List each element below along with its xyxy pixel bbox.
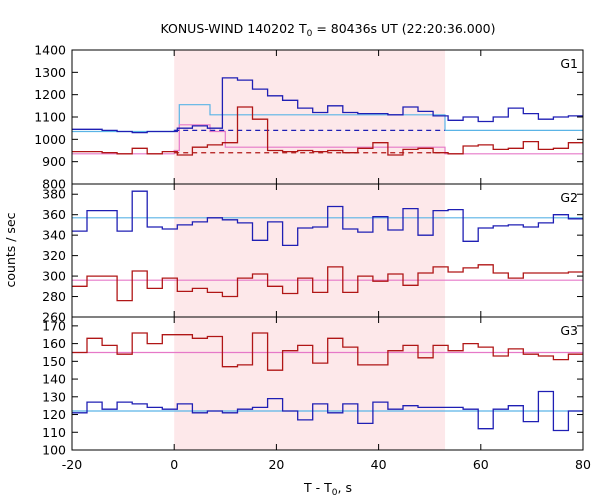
data-layer bbox=[72, 77, 583, 432]
x-tick-label: 40 bbox=[371, 457, 387, 472]
series-g1-0 bbox=[72, 77, 583, 134]
y-tick-label-g3: 120 bbox=[42, 407, 66, 422]
y-tick-label-g2: 360 bbox=[42, 207, 66, 222]
y-tick-label-g2: 300 bbox=[42, 269, 66, 284]
chart-title-main: KONUS-WIND 140202 T bbox=[160, 21, 306, 36]
series-g3-0 bbox=[72, 332, 583, 371]
y-tick-label-g3: 150 bbox=[42, 354, 66, 369]
x-axis-label-rest: , s bbox=[338, 480, 352, 495]
y-tick-label-g3: 100 bbox=[42, 443, 66, 458]
y-tick-label-g2: 340 bbox=[42, 228, 66, 243]
y-axis-label: counts / sec bbox=[3, 212, 18, 287]
y-tick-label-g3: 140 bbox=[42, 372, 66, 387]
x-tick-label: 20 bbox=[268, 457, 284, 472]
y-tick-label-g1: 900 bbox=[42, 154, 66, 169]
chart-title-subscript: 0 bbox=[307, 29, 313, 39]
chart-title-rest: = 80436s UT (22:20:36.000) bbox=[312, 21, 495, 36]
series-g3-1 bbox=[72, 390, 583, 432]
y-tick-label-g1: 1000 bbox=[34, 132, 66, 147]
panel-g1-data bbox=[72, 77, 583, 156]
series-g2-0 bbox=[72, 190, 583, 247]
y-tick-label-g2: 380 bbox=[42, 187, 66, 202]
x-axis-label: T - T0, s bbox=[303, 480, 352, 498]
highlight-interval bbox=[174, 50, 446, 450]
y-tick-label-g1: 1400 bbox=[34, 43, 66, 58]
y-tick-label-g3: 130 bbox=[42, 389, 66, 404]
panel-g3-data bbox=[72, 332, 583, 432]
series-g2-1 bbox=[72, 260, 583, 302]
chart-title: KONUS-WIND 140202 T0 = 80436s UT (22:20:… bbox=[160, 21, 495, 39]
y-tick-label-g3: 160 bbox=[42, 336, 66, 351]
y-tick-label-g3: 170 bbox=[42, 318, 66, 333]
x-axis-label-main: T - T bbox=[303, 480, 332, 495]
panel-label-g1: G1 bbox=[560, 56, 578, 71]
x-tick-label: 60 bbox=[473, 457, 489, 472]
y-tick-label-g2: 280 bbox=[42, 289, 66, 304]
highlight-layer bbox=[174, 50, 446, 450]
series-g1-1 bbox=[72, 106, 583, 156]
x-axis-label-subscript: 0 bbox=[332, 488, 338, 498]
panel-g2-data bbox=[72, 190, 583, 302]
x-tick-label: 0 bbox=[170, 457, 178, 472]
panel-label-g3: G3 bbox=[560, 323, 578, 338]
y-tick-label-g3: 110 bbox=[42, 425, 66, 440]
x-tick-label: 80 bbox=[575, 457, 591, 472]
axes-layer: 80090010001100120013001400G1260280300320… bbox=[34, 43, 591, 473]
panel-g3-frame bbox=[71, 316, 584, 451]
panel-label-g2: G2 bbox=[560, 190, 578, 205]
y-tick-label-g2: 320 bbox=[42, 248, 66, 263]
y-tick-label-g1: 1300 bbox=[34, 65, 66, 80]
y-tick-label-g1: 1200 bbox=[34, 87, 66, 102]
y-tick-label-g2: 260 bbox=[42, 310, 66, 325]
y-tick-label-g1: 1100 bbox=[34, 110, 66, 125]
y-tick-label-g1: 800 bbox=[42, 177, 66, 192]
x-tick-label: -20 bbox=[62, 457, 82, 472]
